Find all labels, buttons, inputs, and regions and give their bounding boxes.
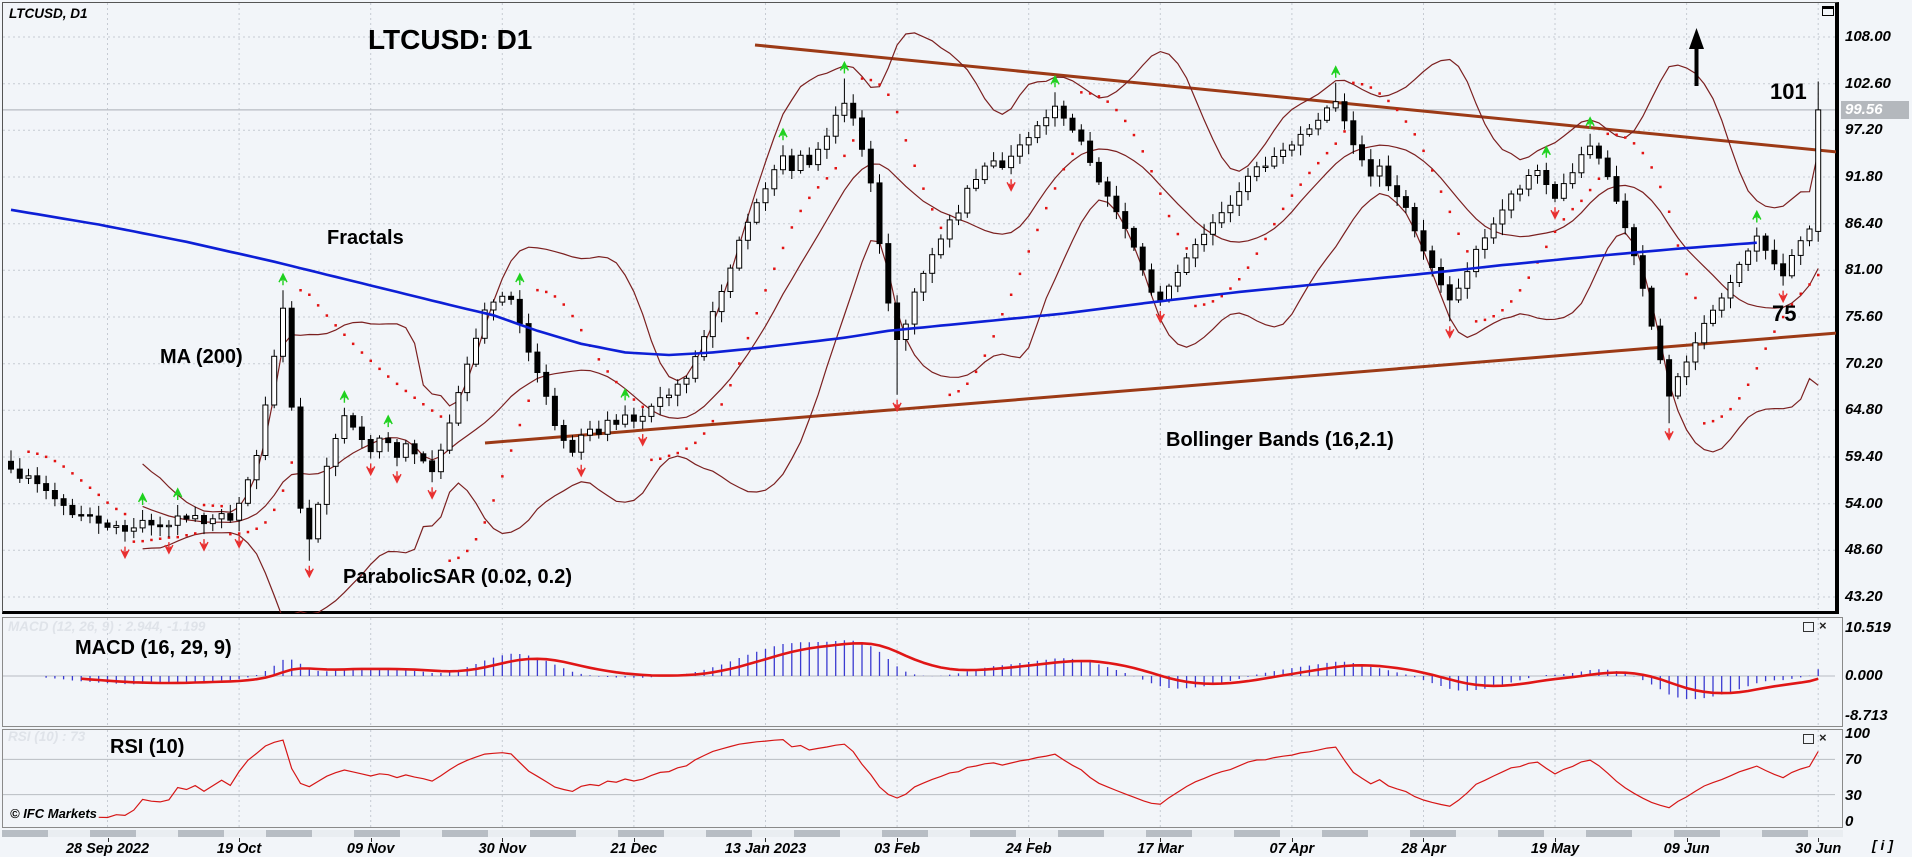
- date-tick-label: 13 Jan 2023: [724, 841, 807, 857]
- bollinger-label: Bollinger Bands (16,2.1): [1166, 429, 1394, 451]
- resistance-level-label: 101: [1770, 79, 1807, 104]
- date-tick-label: 07 Apr: [1269, 841, 1315, 857]
- date-tick-mark: [370, 838, 372, 842]
- date-tick-mark: [1818, 838, 1820, 842]
- macd-close-icon[interactable]: ×: [1819, 618, 1827, 633]
- rsi-plot[interactable]: [3, 730, 1836, 827]
- price-tick-label: 75.60: [1845, 308, 1883, 325]
- date-tick-mark: [897, 838, 899, 842]
- macd-tick-label: 10.519: [1845, 619, 1891, 636]
- copyright-label: © IFC Markets: [10, 806, 97, 821]
- date-tick-mark: [1291, 838, 1293, 842]
- restore-window-icon[interactable]: [1822, 6, 1834, 16]
- price-tick-label: 48.60: [1845, 541, 1883, 559]
- rsi-tick-label: 100: [1845, 725, 1871, 742]
- price-tick-label: 86.40: [1845, 214, 1883, 232]
- rsi-tick-label: 30: [1845, 786, 1862, 804]
- price-tick-label: 108.00: [1845, 28, 1891, 45]
- price-tick-label: 102.60: [1845, 74, 1891, 92]
- rsi-status-label: RSI (10) : 73: [8, 729, 86, 744]
- rsi-line: [98, 738, 1819, 819]
- price-tick-label: 59.40: [1845, 448, 1883, 465]
- chart-title: LTCUSD: D1: [368, 24, 533, 55]
- ma200-line: [10, 208, 1757, 357]
- upper-trendline[interactable]: [754, 43, 1836, 154]
- date-tick-mark: [1686, 838, 1688, 842]
- date-tick-label: 28 Sep 2022: [65, 841, 150, 857]
- info-box-icon[interactable]: [ i ]: [1872, 837, 1893, 853]
- main-grid: [3, 3, 1835, 609]
- date-tick-label: 19 Oct: [216, 841, 262, 857]
- macd-status-label: MACD (12, 26, 9) : 2.944, -1.199: [8, 619, 206, 634]
- date-tick-mark: [1028, 838, 1030, 842]
- candles: [8, 101, 1822, 540]
- horizontal-scrollbar[interactable]: [2, 830, 1843, 837]
- date-axis: 28 Sep 2022 19 Oct 09 Nov 30 Nov 21 Dec 13 Ja…: [0, 838, 1912, 857]
- date-tick-mark: [765, 838, 767, 842]
- date-tick-mark: [633, 838, 635, 842]
- rsi-close-icon[interactable]: ×: [1819, 730, 1827, 745]
- date-tick-mark: [239, 838, 241, 842]
- support-level-label: 75: [1772, 301, 1797, 326]
- price-tick-label: 97.20: [1845, 121, 1883, 139]
- date-tick-label: 17 Mar: [1137, 841, 1184, 857]
- fractals-label: Fractals: [327, 227, 404, 249]
- macd-tick-label: 0.000: [1845, 667, 1883, 684]
- date-tick-mark: [1160, 838, 1162, 842]
- date-tick-label: 09 Jun: [1663, 841, 1710, 857]
- date-tick-label: 30 Jun: [1795, 841, 1842, 857]
- date-tick-label: 30 Nov: [478, 841, 527, 857]
- date-tick-mark: [107, 838, 109, 842]
- rsi-tick-label: 70: [1845, 751, 1862, 769]
- fractal-down-icons: [120, 179, 1788, 579]
- date-tick-mark: [1423, 838, 1425, 842]
- macd-signal-line: [81, 642, 1819, 695]
- macd-grid: [3, 618, 1835, 726]
- main-chart-plot[interactable]: [3, 3, 1836, 613]
- price-tick-label: 43.20: [1845, 588, 1883, 605]
- rsi-restore-icon[interactable]: [1803, 734, 1814, 747]
- parabolic-sar-dots: [27, 77, 1820, 562]
- ma200-label: MA (200): [160, 346, 243, 368]
- macd-histogram: [45, 640, 1819, 700]
- rsi-panel[interactable]: [2, 729, 1843, 828]
- date-tick-label: 09 Nov: [346, 841, 395, 857]
- price-tick-label: 70.20: [1845, 354, 1883, 372]
- up-arrow-icon[interactable]: [1689, 28, 1704, 86]
- price-tick-label: 91.80: [1845, 168, 1883, 185]
- date-tick-label: 03 Feb: [874, 841, 921, 857]
- parabolic-sar-label: ParabolicSAR (0.02, 0.2): [343, 566, 572, 588]
- price-tick-label: 81.00: [1845, 261, 1883, 279]
- macd-tick-label: -8.713: [1845, 706, 1888, 724]
- date-tick-label: 21 Dec: [610, 841, 658, 857]
- date-tick-label: 24 Feb: [1005, 841, 1052, 857]
- current-price-badge: 99.56: [1841, 101, 1909, 119]
- date-tick-label: 19 May: [1530, 841, 1580, 857]
- price-tick-label: 64.80: [1845, 401, 1883, 419]
- date-tick-mark: [502, 838, 504, 842]
- symbol-period-label: LTCUSD, D1: [9, 6, 88, 21]
- rsi-tick-label: 0: [1845, 813, 1854, 830]
- macd-plot[interactable]: [3, 618, 1836, 726]
- rsi-title-label: RSI (10): [110, 736, 185, 758]
- macd-restore-icon[interactable]: [1803, 622, 1814, 635]
- date-tick-label: 28 Apr: [1401, 841, 1446, 857]
- lower-trendline[interactable]: [484, 331, 1836, 445]
- date-tick-mark: [1555, 838, 1557, 842]
- macd-title-label: MACD (16, 29, 9): [75, 637, 232, 659]
- rsi-grid: [107, 730, 1819, 827]
- price-tick-label: 54.00: [1845, 494, 1883, 512]
- fractal-up-icons: [137, 60, 1762, 505]
